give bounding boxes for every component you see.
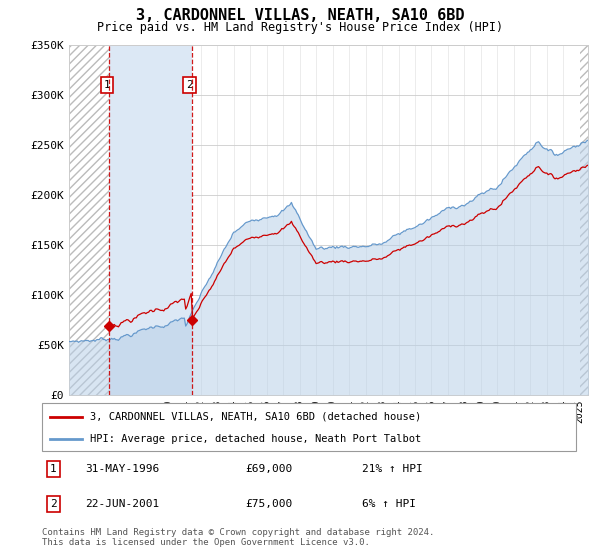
Text: 1: 1 [50, 464, 57, 474]
Text: 21% ↑ HPI: 21% ↑ HPI [362, 464, 423, 474]
Text: Contains HM Land Registry data © Crown copyright and database right 2024.
This d: Contains HM Land Registry data © Crown c… [42, 528, 434, 547]
Text: 22-JUN-2001: 22-JUN-2001 [85, 499, 159, 509]
Text: 6% ↑ HPI: 6% ↑ HPI [362, 499, 416, 509]
Text: 2: 2 [186, 80, 193, 90]
Text: 2: 2 [50, 499, 57, 509]
Text: 3, CARDONNEL VILLAS, NEATH, SA10 6BD: 3, CARDONNEL VILLAS, NEATH, SA10 6BD [136, 8, 464, 24]
Text: Price paid vs. HM Land Registry's House Price Index (HPI): Price paid vs. HM Land Registry's House … [97, 21, 503, 34]
Bar [580, 45, 588, 395]
Text: HPI: Average price, detached house, Neath Port Talbot: HPI: Average price, detached house, Neat… [90, 434, 421, 444]
Text: 31-MAY-1996: 31-MAY-1996 [85, 464, 159, 474]
FancyBboxPatch shape [42, 403, 576, 451]
Text: £75,000: £75,000 [245, 499, 292, 509]
Text: 3, CARDONNEL VILLAS, NEATH, SA10 6BD (detached house): 3, CARDONNEL VILLAS, NEATH, SA10 6BD (de… [90, 412, 421, 422]
Text: 1: 1 [104, 80, 110, 90]
Bar [69, 45, 109, 395]
Bar [109, 45, 192, 395]
Text: £69,000: £69,000 [245, 464, 292, 474]
